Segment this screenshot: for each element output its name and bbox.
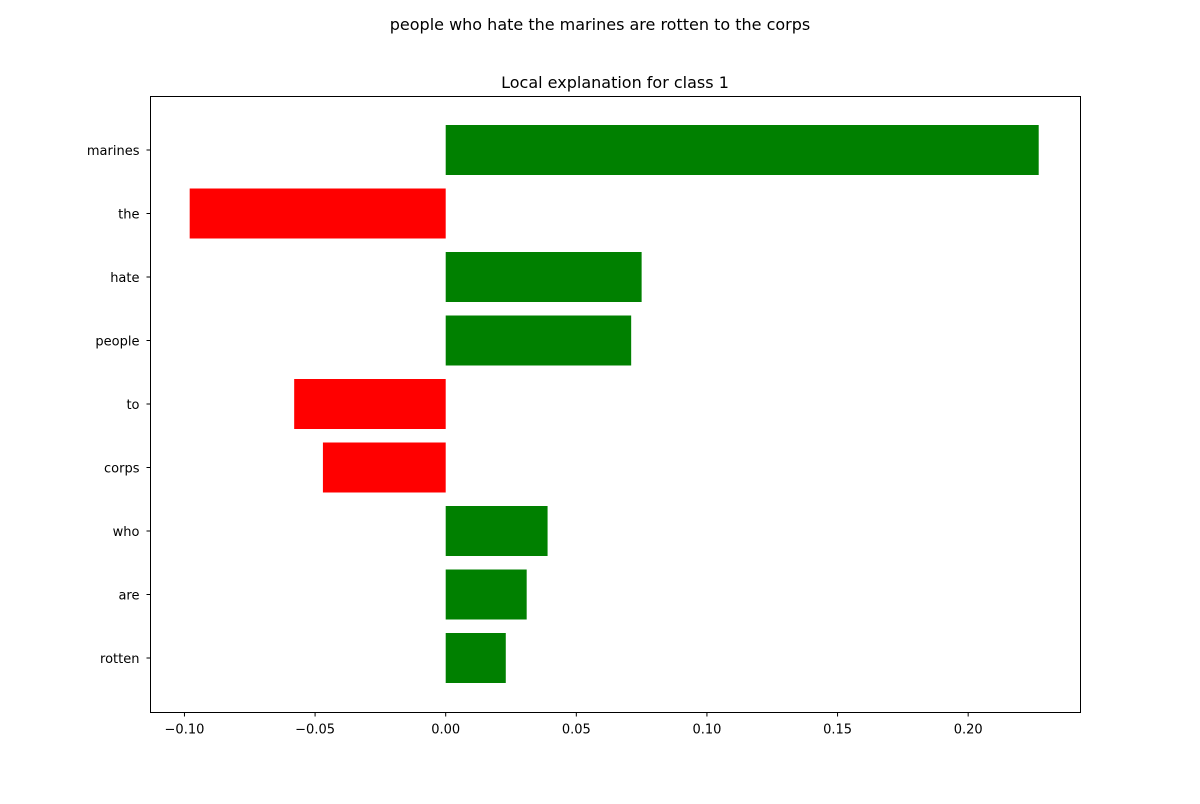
x-tick-label: 0.20 bbox=[954, 723, 983, 738]
bars-group bbox=[189, 125, 1039, 683]
plot-frame bbox=[150, 96, 1081, 713]
bar-to bbox=[294, 379, 446, 429]
y-tick-label: are bbox=[118, 589, 139, 604]
y-tick-label: to bbox=[126, 398, 139, 413]
bar-are bbox=[445, 569, 527, 620]
bar-who bbox=[445, 506, 548, 556]
bar-rotten bbox=[445, 633, 506, 683]
x-tick-label: −0.10 bbox=[165, 723, 205, 738]
y-tick-label: hate bbox=[110, 271, 139, 286]
x-tick-label: 0.00 bbox=[431, 723, 460, 738]
y-tick-label: people bbox=[95, 335, 139, 350]
bar-people bbox=[445, 315, 632, 366]
bar-the bbox=[189, 188, 446, 239]
x-axis-ticks: −0.10 −0.05 0.00 0.05 0.10 0.15 0.20 bbox=[165, 712, 983, 738]
y-tick-label: the bbox=[118, 208, 139, 223]
chart-title: Local explanation for class 1 bbox=[501, 73, 729, 92]
bar-marines bbox=[445, 125, 1039, 175]
x-tick-label: 0.10 bbox=[692, 723, 721, 738]
y-tick-label: rotten bbox=[100, 652, 139, 667]
y-axis-ticks: marines the hate people to corps who are rotten bbox=[87, 144, 151, 667]
bar-hate bbox=[445, 252, 642, 302]
bar-corps bbox=[322, 442, 446, 493]
y-tick-label: marines bbox=[87, 144, 140, 159]
figure-suptitle: people who hate the marines are rotten t… bbox=[390, 15, 810, 34]
x-tick-label: 0.05 bbox=[562, 723, 591, 738]
x-tick-label: 0.15 bbox=[823, 723, 852, 738]
y-tick-label: corps bbox=[104, 462, 140, 477]
x-tick-label: −0.05 bbox=[295, 723, 335, 738]
y-tick-label: who bbox=[113, 525, 140, 540]
